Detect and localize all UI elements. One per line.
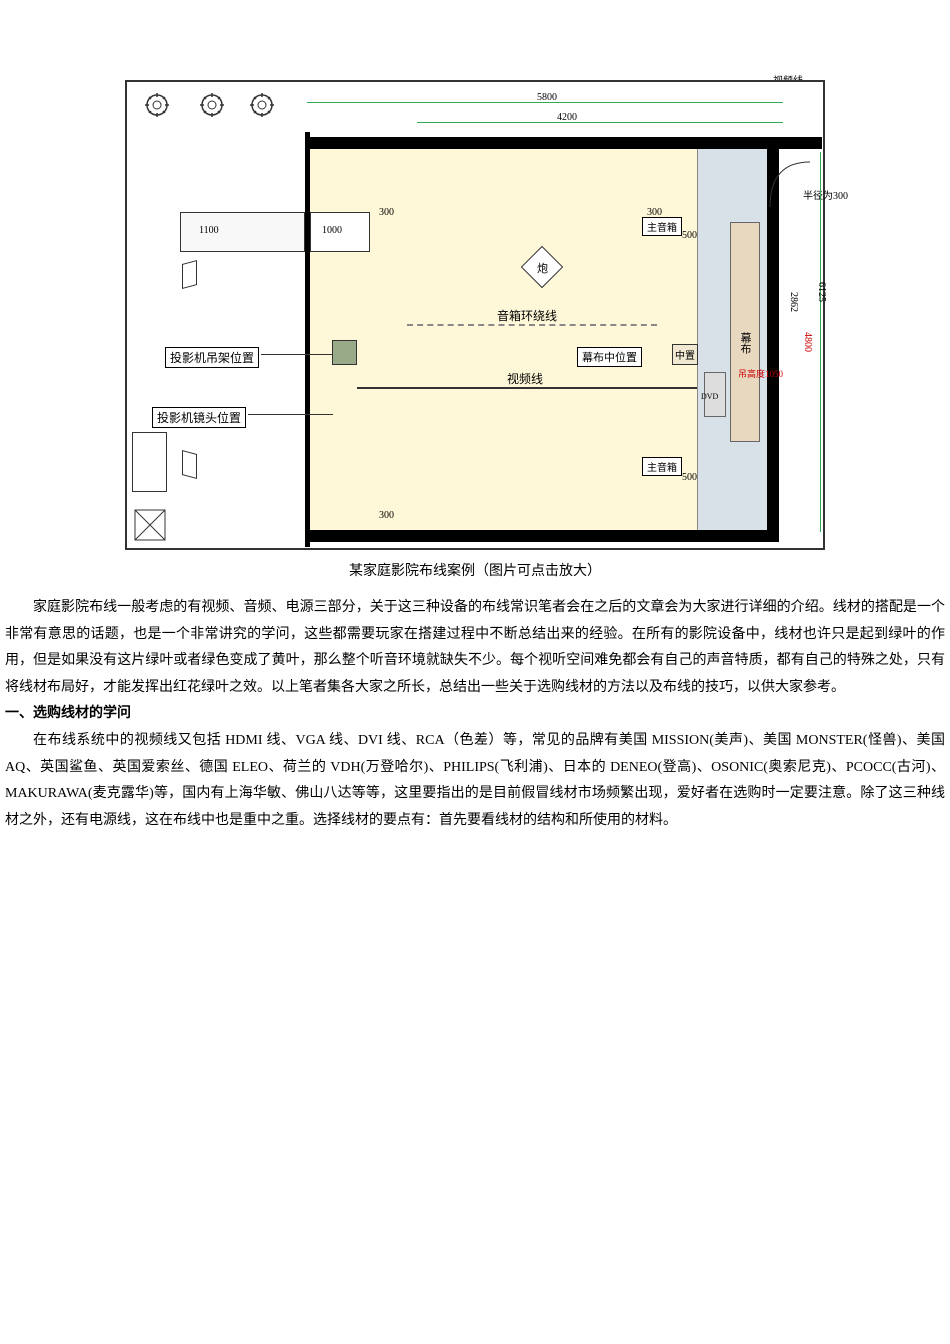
rear-label: 炮	[537, 260, 548, 276]
door	[182, 450, 197, 479]
paragraph-2: 在布线系统中的视频线又包括 HDMI 线、VGA 线、DVI 线、RCA（色差）…	[0, 728, 950, 834]
dim-4800: 4800	[802, 332, 813, 352]
corner-icon	[130, 505, 170, 545]
dim-6125: 6125	[816, 282, 827, 302]
main-speaker-bot: 主音箱	[642, 457, 682, 476]
paragraph-1: 家庭影院布线一般考虑的有视频、音频、电源三部分，关于这三种设备的布线常识笔者会在…	[0, 595, 950, 701]
dvd-label: DVD	[701, 392, 718, 401]
door	[182, 260, 197, 289]
leader-line	[248, 414, 333, 415]
dim-500: 500	[682, 230, 697, 241]
video-line	[357, 387, 697, 389]
dim-500: 500	[682, 472, 697, 483]
dim-300: 300	[379, 207, 394, 218]
dim-4200: 4200	[557, 112, 577, 123]
height-note: 吊高度1050	[738, 367, 783, 380]
projector-lens-label: 投影机镜头位置	[152, 407, 246, 428]
screen-label: 幕布	[737, 332, 753, 354]
wiring-diagram[interactable]: 视频线 (视频线包括VGA、HDMI、色差线等) 音箱线 5800 4200 D…	[125, 80, 825, 550]
dim-line	[417, 122, 783, 123]
leader-line	[261, 354, 336, 355]
surround-line	[407, 324, 657, 326]
main-speaker-top: 主音箱	[642, 217, 682, 236]
projector-mount	[332, 340, 357, 365]
dim-5800: 5800	[537, 92, 557, 103]
diagram-caption: 某家庭影院布线案例（图片可点击放大）	[0, 560, 950, 580]
dim-2862: 2862	[788, 292, 799, 312]
surround-label: 音箱环绕线	[497, 307, 557, 324]
wall-top	[307, 137, 822, 149]
fixture-icon	[142, 90, 172, 120]
dim-300: 300	[379, 510, 394, 521]
video-line-label: 视频线	[507, 370, 543, 387]
section-heading-1: 一、选购线材的学问	[0, 701, 950, 728]
fixture-icon	[247, 90, 277, 120]
dim-line	[820, 152, 821, 532]
projector-mount-label: 投影机吊架位置	[165, 347, 259, 368]
fixture-icon	[197, 90, 227, 120]
dim-1000: 1000	[322, 225, 342, 236]
center-speaker-label: 中置	[672, 344, 698, 365]
wall-bottom	[307, 530, 779, 542]
screen-center-label: 幕布中位置	[577, 347, 642, 367]
dim-arc: 半径为300	[803, 187, 848, 202]
dim-1100: 1100	[199, 225, 219, 236]
room-element	[132, 432, 167, 492]
